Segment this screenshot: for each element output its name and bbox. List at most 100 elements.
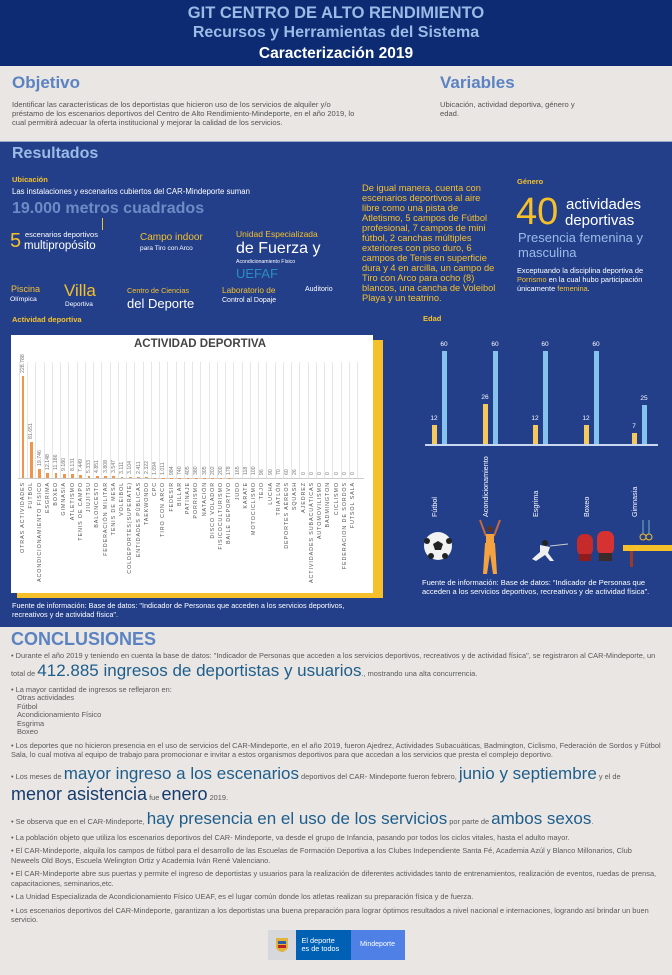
uefaf-top: Unidad Especializada (236, 229, 318, 239)
category-label: TENIS DE CAMPO (77, 482, 84, 541)
bar (79, 474, 83, 478)
top-activity-item: Otras actividades (17, 693, 75, 702)
gridline (142, 362, 144, 478)
slogan-line-2: es de todos (301, 943, 340, 953)
bar (29, 441, 33, 478)
gridline (291, 362, 293, 478)
value-label: 60 (284, 469, 290, 475)
gridline (348, 362, 350, 478)
header-line-1: GIT CENTRO DE ALTO RENDIMIENTO (187, 4, 485, 22)
value-label: 25 (640, 395, 648, 403)
value-label: 0 (300, 472, 307, 475)
bar (112, 476, 116, 478)
category-label: FEDERACION DE SORDOS (341, 482, 348, 570)
conclusion-bullet: • La mayor cantidad de ingresos se refle… (11, 685, 661, 737)
bullet-text: • Los meses de (11, 771, 64, 781)
category-label: Acondicionamiento (481, 456, 490, 517)
gridline (192, 362, 194, 478)
indoor-bottom: para Tiro con Arco (140, 245, 193, 252)
category-label: BAILE DEPORTIVO (226, 482, 233, 544)
page-header: GIT CENTRO DE ALTO RENDIMIENTO Recursos … (0, 0, 672, 66)
source-right: Fuente de información: Base de datos: “I… (422, 578, 650, 596)
gridline (51, 362, 53, 478)
top-activity-item: Fútbol (17, 701, 38, 711)
value-label: 12 (531, 415, 539, 423)
activities-bottom: deportivas (565, 212, 635, 229)
value-label: 1.011 (160, 461, 167, 475)
slogan-line-1: El deporte (301, 935, 335, 945)
gridline (208, 362, 210, 478)
conclusiones-list: • Durante el año 2019 y teniendo en cuen… (11, 651, 661, 925)
gridline (84, 362, 86, 478)
gridline (27, 362, 29, 478)
gridline (167, 362, 169, 478)
actividad-chart-title: ACTIVIDAD DEPORTIVA (133, 338, 267, 350)
category-label: FEDESIR (168, 482, 175, 512)
bar (54, 473, 58, 478)
ccd-top: Centro de Ciencias (127, 286, 190, 295)
category-label: Fútbol (430, 497, 439, 517)
gridline (357, 362, 359, 478)
category-label: TIRO CON ARCO (160, 482, 167, 537)
bullet-text: • Se observa que en el CAR-Mindeporte, (11, 816, 147, 826)
category-label: ACONDICIONAMIENTO FISICO (36, 482, 43, 582)
bar (128, 476, 132, 478)
bullet-text: fue (147, 792, 162, 802)
bar (145, 476, 149, 478)
villa-bottom: Deportiva (65, 301, 93, 308)
conclusiones-section: CONCLUSIONES • Durante el año 2019 y ten… (0, 627, 672, 975)
top-activity-item: Esgrima (17, 718, 45, 728)
edad-axis (425, 444, 658, 446)
highlight-text: 412.885 ingresos de deportistas y usuari… (37, 660, 362, 680)
category-label: FUTSOL SALA (350, 482, 356, 529)
intro-section: Objetivo Identificar las características… (0, 66, 672, 141)
category-label: GIMNASIA (61, 482, 68, 516)
value-label: 60 (592, 341, 600, 348)
value-label: 8.131 (69, 458, 76, 472)
bullet-text: ., mostrando una alta concurrencia. (361, 668, 478, 678)
highlight-text: junio y septiembre (458, 763, 597, 783)
bar (583, 425, 589, 444)
lab-bottom: Control al Dopaje (222, 297, 277, 304)
category-label: FUTBOL (28, 482, 35, 509)
gridline (109, 362, 111, 478)
gymnastics-beam-icon (623, 520, 672, 567)
uefaf-acronym: UEFAF (236, 266, 278, 281)
value-label: 165 (234, 466, 241, 475)
brand-name: Mindeporte (350, 929, 405, 960)
bar (104, 476, 107, 478)
category-label: BOXEO (53, 482, 59, 506)
category-label: DISCO VOLADOR (209, 482, 216, 539)
header-line-2: Recursos y Herramientas del Sistema (192, 24, 480, 41)
fitness-woman-icon (479, 519, 501, 574)
bar (482, 403, 488, 444)
category-label: JUDO (234, 482, 241, 501)
category-label: TEJO (259, 482, 266, 500)
variables-text: Ubicación, actividad deportiva, género y… (440, 100, 575, 118)
value-label: 0 (317, 472, 323, 475)
conclusion-bullet: • Los deportes que no hicieron presencia… (11, 741, 661, 760)
bar (593, 351, 599, 444)
gridline (134, 362, 136, 478)
bullet-text: • La población objeto que utiliza los es… (11, 832, 570, 842)
bullet-text: 2019. (207, 792, 229, 802)
gridline (324, 362, 326, 478)
bullet-text: • La mayor cantidad de ingresos se refle… (11, 684, 172, 694)
category-label: COLDEPORTES(SUPERATE) (127, 482, 134, 574)
variables-title: Variables (440, 73, 515, 92)
note-text: en la cual hubo participación únicamente (517, 275, 643, 293)
bullet-text: • Durante el año 2019 y teniendo en cuen… (11, 651, 656, 678)
highlight-text: enero (161, 783, 208, 804)
value-label: 228.788 (20, 354, 26, 374)
gridline (126, 362, 128, 478)
category-label: OTRAS ACTIVIDADES (20, 482, 26, 554)
category-label: ENTIDADES PÚBLICAS (135, 482, 142, 558)
gridline (225, 362, 227, 478)
bullet-text: . (591, 816, 594, 826)
value-label: 60 (440, 341, 448, 348)
value-label: 984 (168, 465, 175, 475)
value-label: 26 (481, 393, 489, 401)
bar (532, 425, 538, 444)
soccer-ball-icon (424, 532, 452, 560)
gridline (340, 362, 342, 478)
